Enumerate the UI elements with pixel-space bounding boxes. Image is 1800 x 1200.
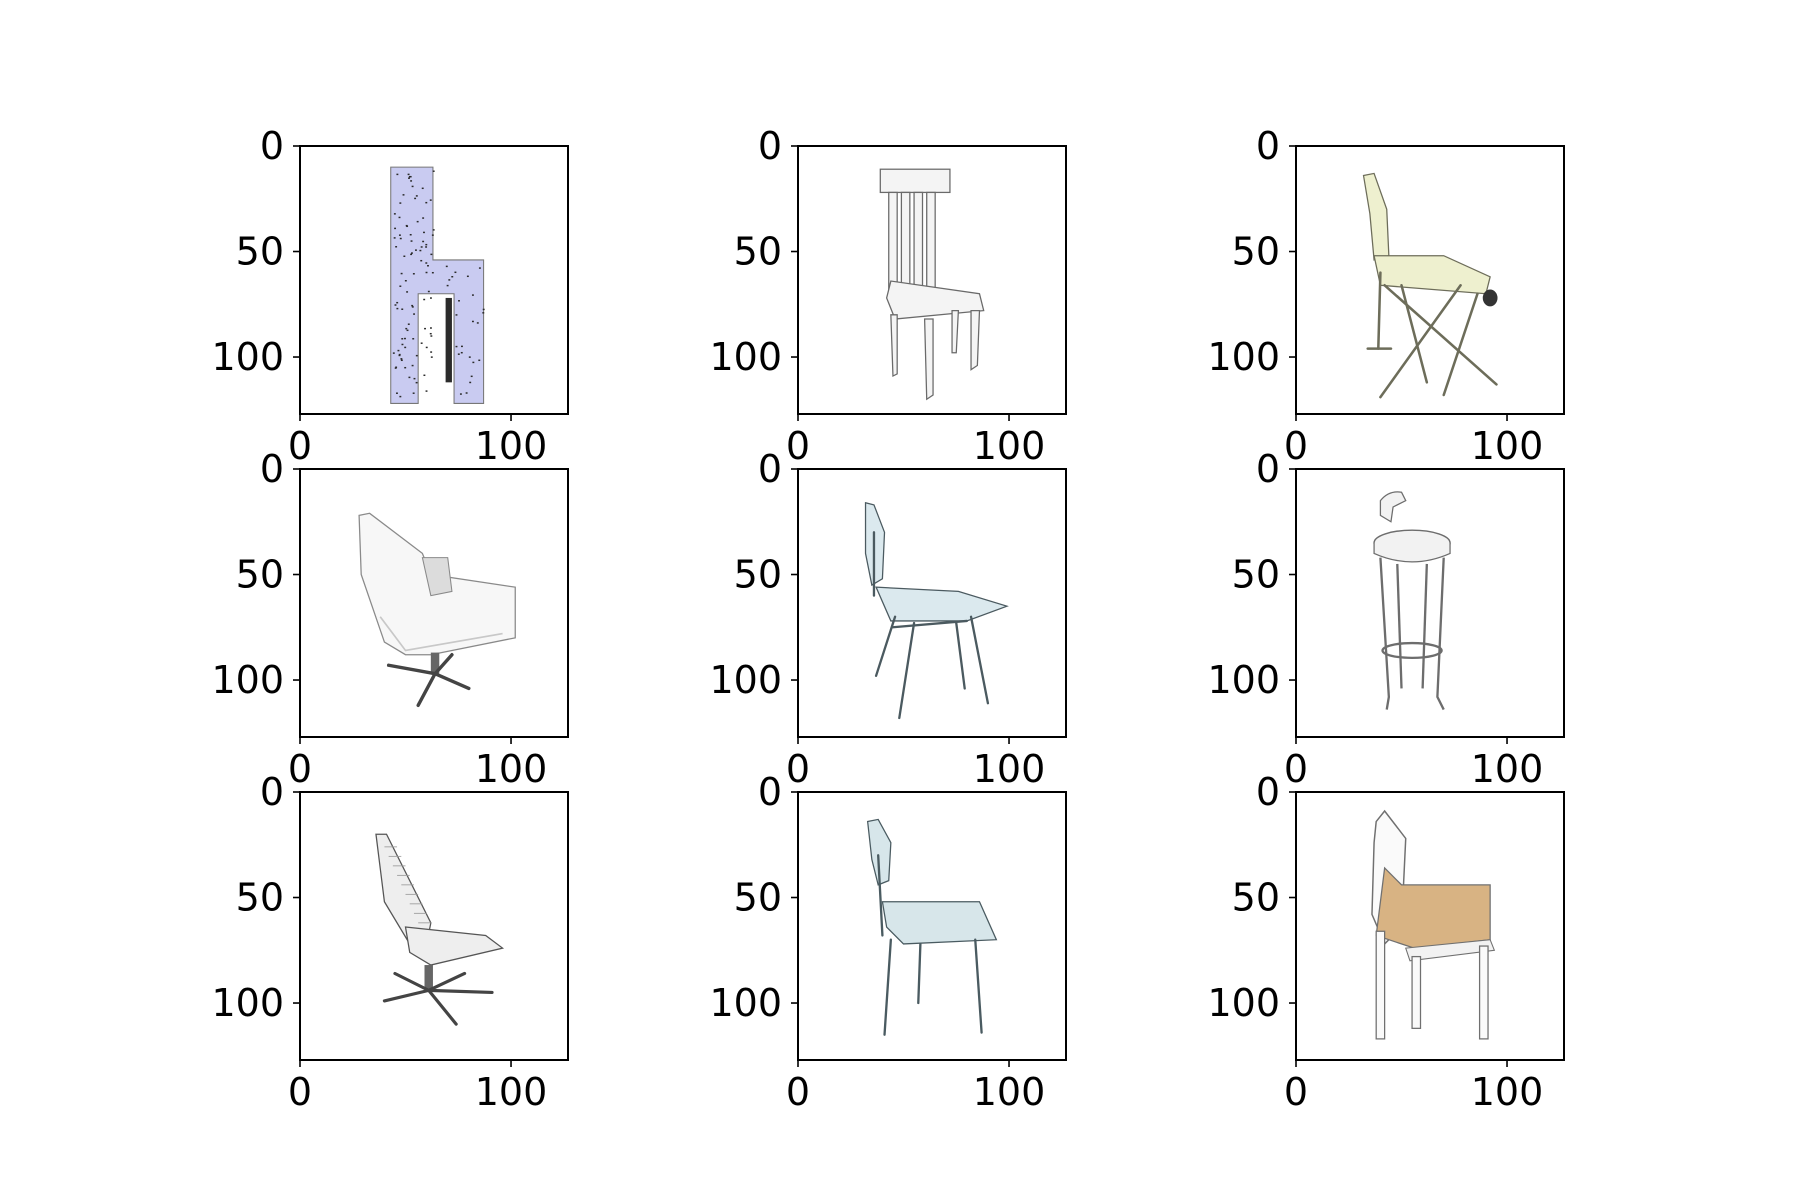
axes-frame: [299, 145, 569, 415]
y-tick-label: 50: [734, 230, 782, 274]
wooden-slat-back-chair-icon: [879, 168, 985, 401]
y-tick-label: 0: [758, 770, 782, 814]
axes-frame: [1295, 468, 1565, 738]
y-tick-label: 100: [1207, 981, 1280, 1025]
subplot-panel: 0 100 0 50 100: [709, 124, 1067, 468]
subplot-panel: 0 100 0 50 100: [1207, 124, 1565, 468]
y-tick-label: 0: [758, 447, 782, 491]
subplot-panel: 0 100 0 50 100: [709, 770, 1067, 1114]
x-tick-label: 100: [1471, 747, 1544, 791]
school-chair-icon: [864, 501, 1009, 720]
axes-frame: [797, 145, 1067, 415]
office-chair-icon: [375, 833, 505, 1026]
axes-frame: [797, 791, 1067, 1061]
x-tick-label: 0: [1284, 1070, 1308, 1114]
x-tick-label: 0: [786, 424, 810, 468]
y-tick-label: 100: [211, 335, 284, 379]
y-tick-label: 100: [709, 335, 782, 379]
y-tick-label: 0: [758, 124, 782, 168]
tan-seat-side-chair-icon: [1371, 809, 1496, 1040]
y-tick-label: 100: [709, 981, 782, 1025]
subplot-panel: 0 100 0 50 100: [1207, 770, 1565, 1114]
y-tick-label: 50: [236, 553, 284, 597]
y-tick-label: 0: [260, 124, 284, 168]
subplot-panel: 0 100 0 50 100: [709, 447, 1067, 791]
y-tick-label: 50: [236, 230, 284, 274]
y-tick-label: 100: [1207, 658, 1280, 702]
x-tick-label: 100: [475, 747, 548, 791]
y-tick-label: 100: [1207, 335, 1280, 379]
y-tick-label: 100: [709, 658, 782, 702]
axes-frame: [1295, 145, 1565, 415]
y-tick-label: 0: [1256, 770, 1280, 814]
y-tick-label: 50: [1232, 230, 1280, 274]
school-chair-pale-blue-icon: [866, 818, 998, 1036]
axes-frame: [797, 468, 1067, 738]
y-tick-label: 50: [734, 876, 782, 920]
x-tick-label: 100: [973, 747, 1046, 791]
subplot-panel: 0 100 0 50 100: [1207, 447, 1565, 791]
axes-frame: [1295, 791, 1565, 1061]
x-tick-label: 100: [973, 424, 1046, 468]
x-tick-label: 0: [786, 1070, 810, 1114]
y-tick-label: 0: [260, 770, 284, 814]
x-tick-label: 0: [288, 424, 312, 468]
x-tick-label: 100: [1471, 424, 1544, 468]
y-tick-label: 50: [1232, 553, 1280, 597]
subplot-panel: 0 100 0 50 100: [211, 447, 569, 791]
x-tick-label: 0: [1284, 747, 1308, 791]
x-tick-label: 100: [475, 424, 548, 468]
y-tick-label: 50: [236, 876, 284, 920]
y-tick-label: 0: [1256, 447, 1280, 491]
axes-frame: [299, 791, 569, 1061]
y-tick-label: 50: [734, 553, 782, 597]
folding-chair-icon: [1362, 172, 1498, 399]
x-tick-label: 0: [786, 747, 810, 791]
y-tick-label: 0: [260, 447, 284, 491]
x-tick-label: 100: [1471, 1070, 1544, 1114]
y-tick-label: 100: [211, 658, 284, 702]
x-tick-label: 0: [288, 747, 312, 791]
y-tick-label: 0: [1256, 124, 1280, 168]
bar-stool-icon: [1373, 491, 1451, 711]
axes-frame: [299, 468, 569, 738]
x-tick-label: 0: [1284, 424, 1308, 468]
x-tick-label: 100: [475, 1070, 548, 1114]
subplot-panel: 0 100 0 50 100: [211, 770, 569, 1114]
x-tick-label: 0: [288, 1070, 312, 1114]
y-tick-label: 100: [211, 981, 284, 1025]
subplot-panel: 0 100 0 50 100: [211, 124, 569, 468]
x-tick-label: 100: [973, 1070, 1046, 1114]
y-tick-label: 50: [1232, 876, 1280, 920]
blocky-lavender-chair-icon: [390, 166, 485, 404]
swivel-lounge-chair-icon: [358, 512, 516, 708]
